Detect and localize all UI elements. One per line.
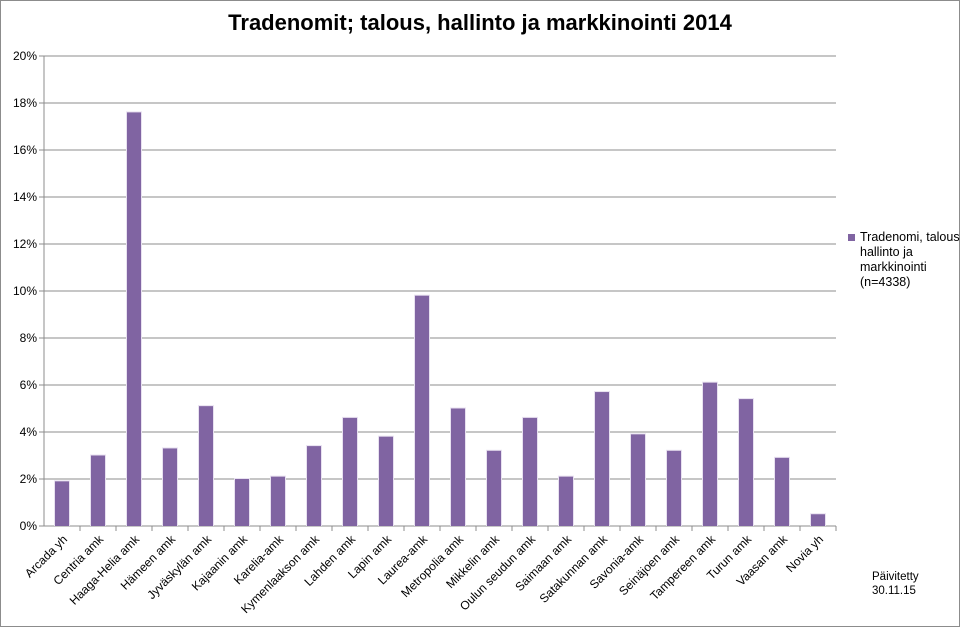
- y-tick-label: 8%: [20, 331, 38, 345]
- chart-title: Tradenomit; talous, hallinto ja markkino…: [228, 10, 732, 35]
- updated-date: 30.11.15: [872, 585, 916, 597]
- bar: [487, 450, 501, 526]
- bar: [631, 434, 645, 526]
- y-tick-label: 6%: [20, 378, 38, 392]
- bar: [199, 406, 213, 526]
- y-tick-label: 0%: [20, 519, 38, 533]
- x-tick-label: Jyväskylän amk: [144, 532, 214, 602]
- y-tick-label: 14%: [13, 190, 37, 204]
- bar: [811, 514, 825, 526]
- bar: [559, 476, 573, 526]
- bar: [379, 436, 393, 526]
- bar: [343, 417, 357, 526]
- y-tick-label: 16%: [13, 143, 37, 157]
- bar: [271, 476, 285, 526]
- bar: [739, 399, 753, 526]
- bar: [307, 446, 321, 526]
- bar: [703, 382, 717, 526]
- bar: [523, 417, 537, 526]
- updated-label: Päivitetty: [872, 571, 919, 583]
- y-tick-label: 2%: [20, 472, 38, 486]
- y-tick-label: 20%: [13, 49, 37, 63]
- y-tick-label: 4%: [20, 425, 38, 439]
- bar: [55, 481, 69, 526]
- updated-note: Päivitetty 30.11.15: [872, 570, 952, 598]
- bar: [595, 392, 609, 526]
- bar: [415, 295, 429, 526]
- y-tick-label: 12%: [13, 237, 37, 251]
- bar: [235, 479, 249, 526]
- x-tick-label: Novia yh: [783, 532, 826, 575]
- bar: [451, 408, 465, 526]
- y-tick-label: 18%: [13, 96, 37, 110]
- legend-label: Tradenomi, talous, hallinto ja markkinoi…: [860, 230, 960, 289]
- bar: [127, 112, 141, 527]
- bar: [91, 455, 105, 526]
- x-tick-label: Metropolia amk: [398, 532, 467, 601]
- bar: [775, 457, 789, 526]
- bar: [667, 450, 681, 526]
- bar: [163, 448, 177, 526]
- y-tick-label: 10%: [13, 284, 37, 298]
- legend-swatch: [848, 234, 855, 241]
